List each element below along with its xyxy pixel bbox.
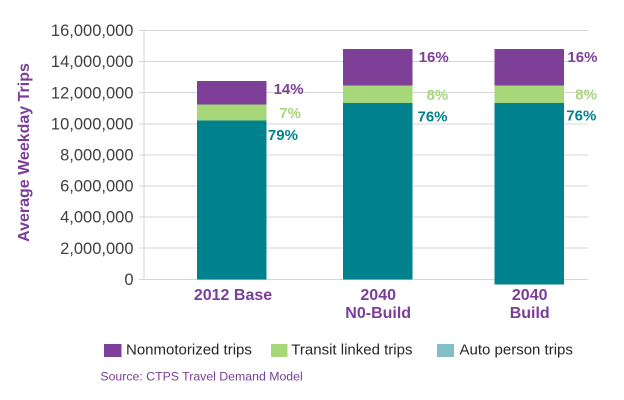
svg-text:12,000,000: 12,000,000 xyxy=(51,84,134,102)
svg-text:10,000,000: 10,000,000 xyxy=(51,115,134,133)
svg-text:14%: 14% xyxy=(274,81,304,98)
svg-text:7%: 7% xyxy=(279,105,301,122)
svg-text:0: 0 xyxy=(124,271,133,289)
svg-text:4,000,000: 4,000,000 xyxy=(60,209,133,227)
svg-text:2,000,000: 2,000,000 xyxy=(60,240,133,258)
svg-text:16,000,000: 16,000,000 xyxy=(51,22,134,40)
svg-text:16%: 16% xyxy=(567,49,597,66)
svg-text:2040: 2040 xyxy=(512,287,548,304)
svg-text:14,000,000: 14,000,000 xyxy=(51,53,134,71)
svg-text:8,000,000: 8,000,000 xyxy=(60,147,133,165)
svg-text:79%: 79% xyxy=(268,127,298,144)
svg-text:2012 Base: 2012 Base xyxy=(194,287,272,304)
svg-text:N0-Build: N0-Build xyxy=(345,305,411,322)
svg-text:8%: 8% xyxy=(427,87,449,104)
svg-text:8%: 8% xyxy=(575,87,597,104)
svg-text:2040: 2040 xyxy=(360,287,396,304)
svg-text:Auto person trips: Auto person trips xyxy=(460,341,573,358)
svg-text:76%: 76% xyxy=(566,107,596,124)
svg-text:Source: CTPS Travel Demand Mod: Source: CTPS Travel Demand Model xyxy=(100,369,302,383)
svg-text:Average Weekday Trips: Average Weekday Trips xyxy=(16,63,33,242)
svg-text:16%: 16% xyxy=(419,49,449,66)
svg-text:Build: Build xyxy=(510,305,550,322)
svg-text:76%: 76% xyxy=(418,108,448,125)
svg-text:6,000,000: 6,000,000 xyxy=(60,178,133,196)
svg-text:Nonmotorized trips: Nonmotorized trips xyxy=(126,341,252,358)
svg-text:Transit linked trips: Transit linked trips xyxy=(291,341,412,358)
